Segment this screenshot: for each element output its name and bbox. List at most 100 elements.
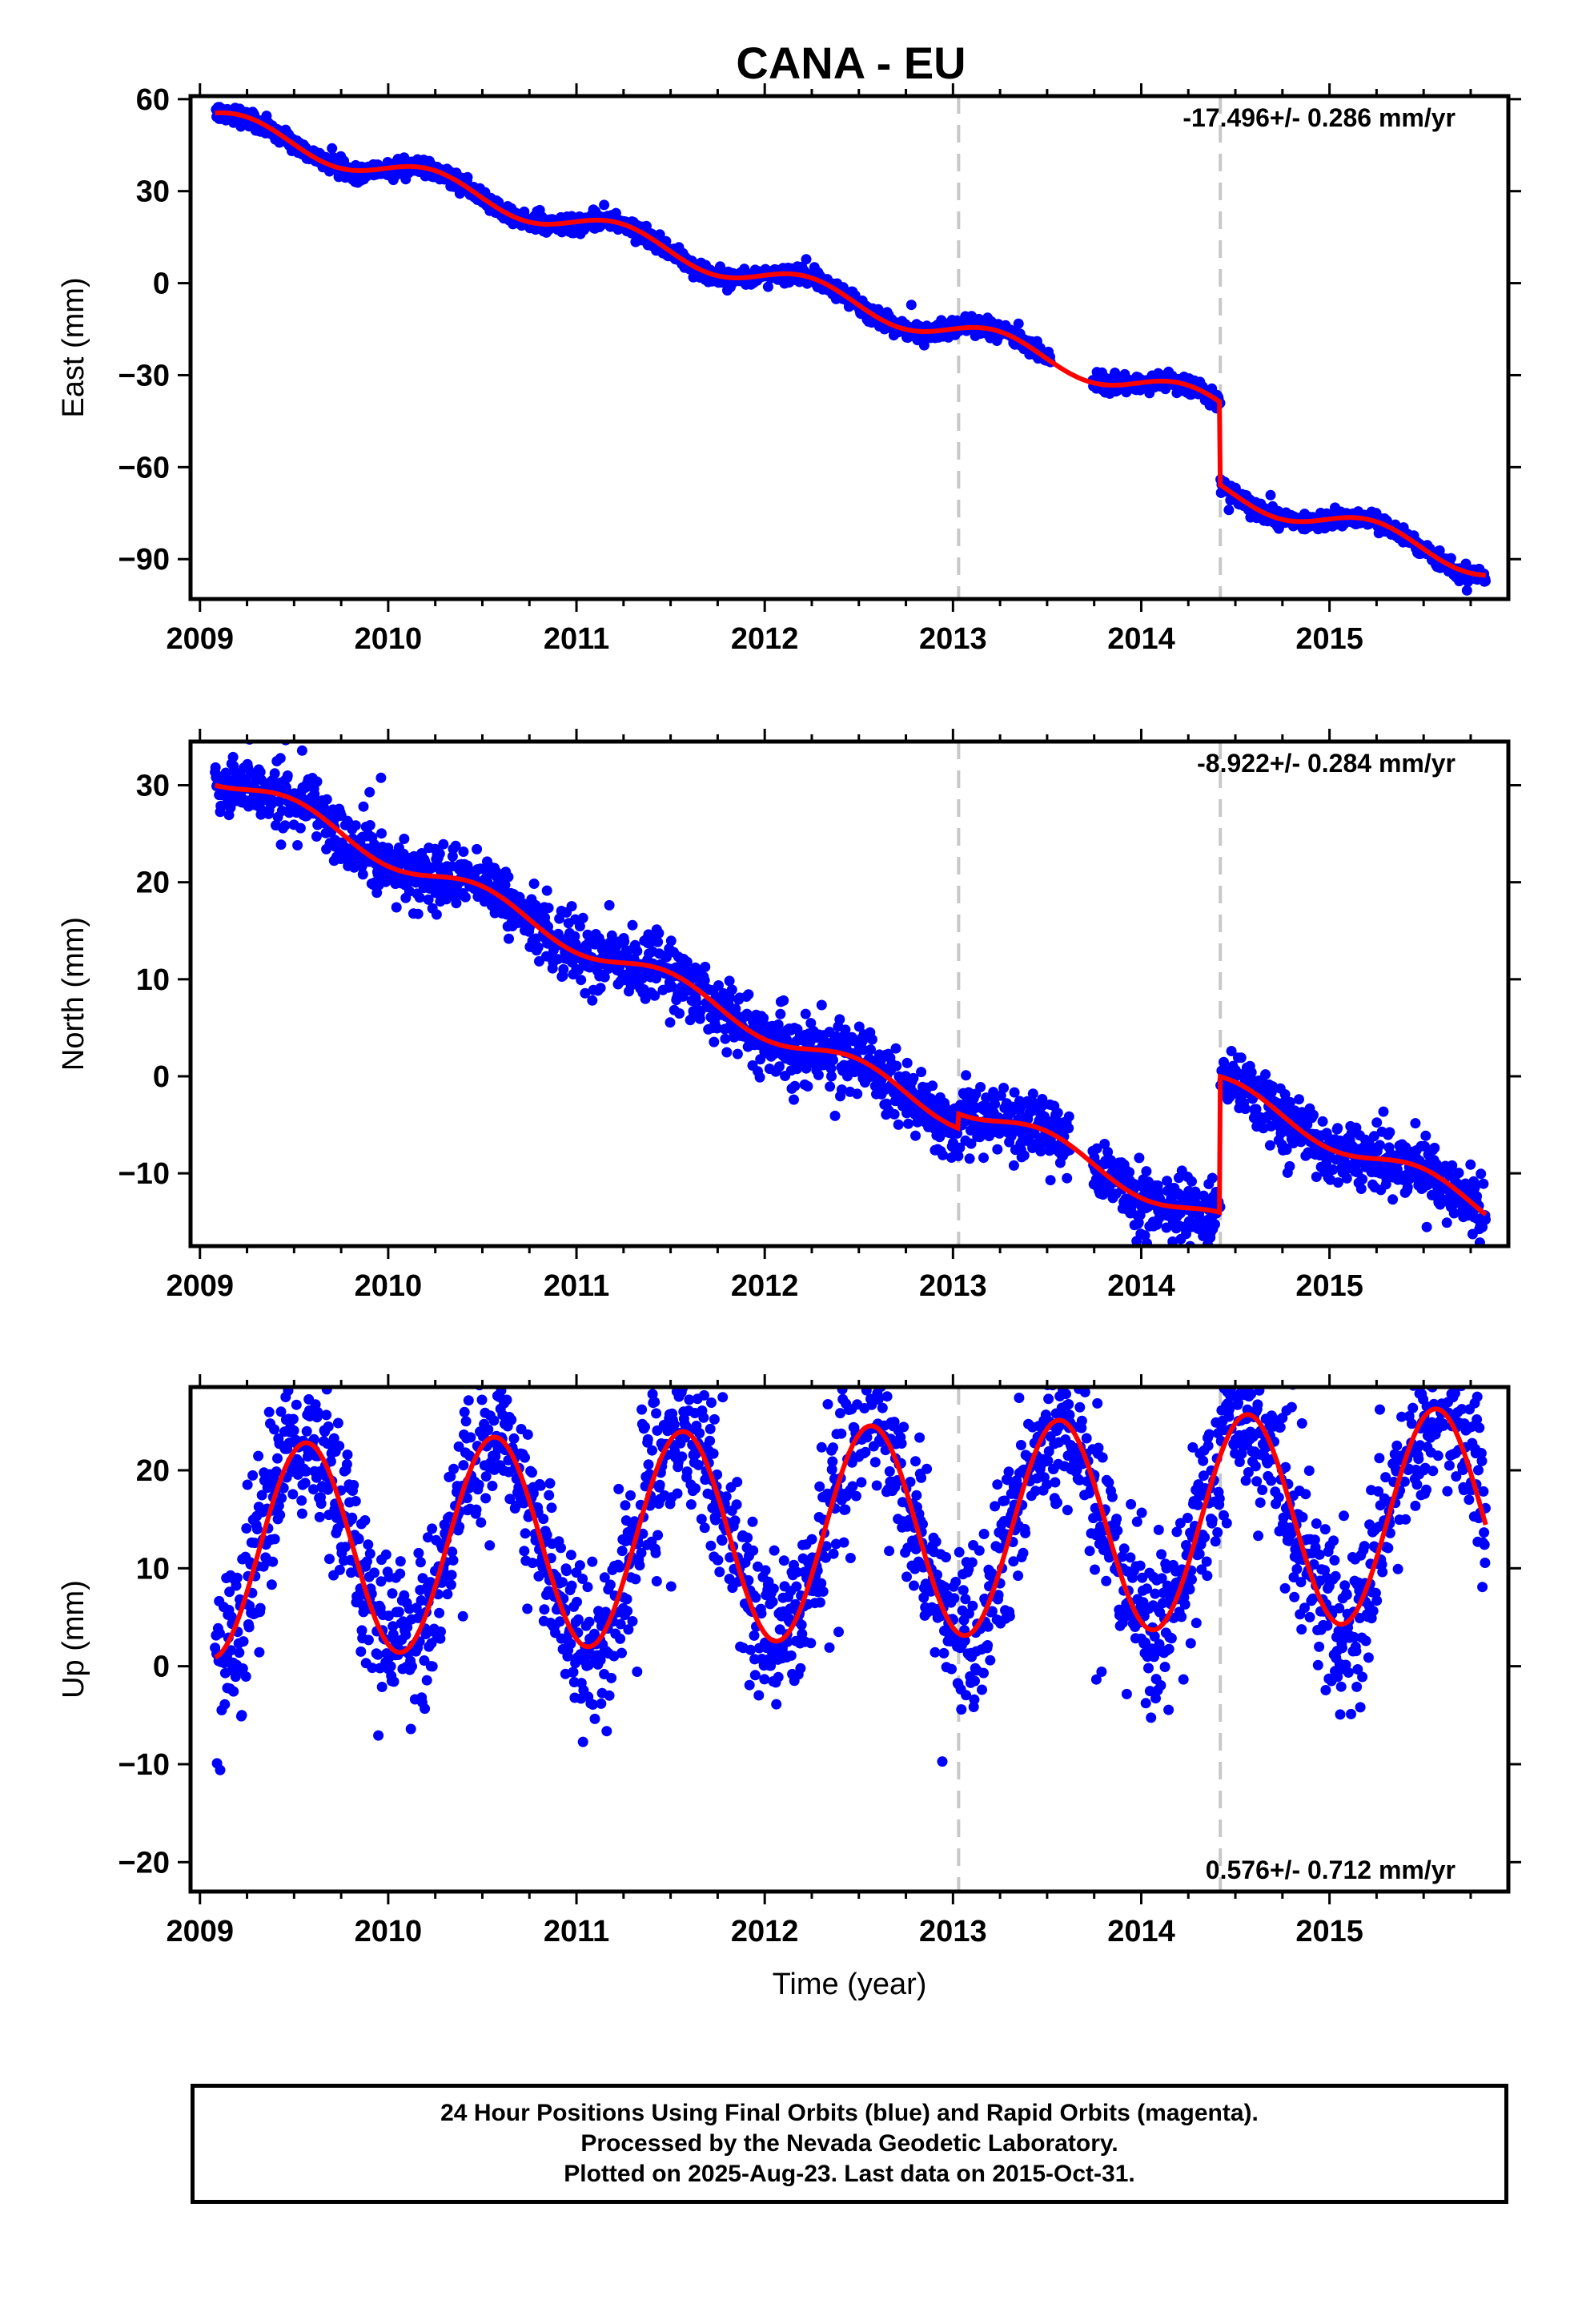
data-point <box>488 1367 499 1377</box>
data-point <box>472 843 483 854</box>
data-point <box>576 975 587 986</box>
data-point <box>348 1480 359 1490</box>
data-point <box>323 1484 334 1495</box>
x-tick-label: 2013 <box>919 1269 987 1303</box>
data-point <box>691 997 702 1008</box>
data-point <box>541 885 552 896</box>
data-point <box>632 946 643 957</box>
data-point <box>826 1071 837 1082</box>
data-point <box>453 1441 464 1452</box>
data-point <box>912 1116 923 1128</box>
data-point <box>910 1130 921 1141</box>
data-point <box>1285 1096 1295 1108</box>
data-point <box>1035 1146 1046 1157</box>
data-point <box>462 171 473 183</box>
data-point <box>1281 1144 1292 1156</box>
data-point <box>247 1470 259 1481</box>
x-tick-label: 2011 <box>544 622 609 656</box>
data-point <box>721 1047 733 1058</box>
plot-frame <box>188 94 1511 601</box>
data-point <box>694 1013 705 1024</box>
data-point <box>395 1556 406 1567</box>
data-point <box>527 1558 538 1569</box>
data-point <box>1226 1046 1237 1056</box>
data-point <box>483 1424 494 1435</box>
data-point <box>599 199 610 211</box>
data-point <box>1018 1150 1030 1161</box>
data-point <box>720 1033 731 1044</box>
data-point <box>1091 1143 1102 1154</box>
data-point <box>1441 1217 1452 1228</box>
data-point <box>312 1406 323 1417</box>
data-point <box>225 802 236 814</box>
data-point <box>308 1484 319 1495</box>
data-point <box>1447 1160 1458 1171</box>
data-point <box>506 1414 517 1425</box>
data-point <box>709 1036 720 1047</box>
data-point <box>1402 1182 1413 1193</box>
data-point <box>375 772 387 783</box>
data-point <box>667 981 678 992</box>
y-tick-label: 30 <box>136 175 170 209</box>
data-point <box>725 992 736 1003</box>
data-point <box>778 995 789 1006</box>
data-point <box>998 1083 1010 1093</box>
data-point <box>773 1019 784 1030</box>
data-point <box>1102 1147 1114 1157</box>
data-point <box>1134 1209 1146 1220</box>
x-tick-label: 2012 <box>731 1269 799 1303</box>
data-point <box>299 1364 309 1374</box>
data-point <box>1141 1166 1152 1177</box>
x-tick-label: 2014 <box>1107 622 1175 656</box>
data-point <box>1327 1164 1339 1175</box>
data-point <box>1434 545 1445 556</box>
data-point <box>446 1570 457 1581</box>
data-point <box>480 1493 492 1504</box>
data-point <box>908 1072 919 1084</box>
data-point <box>546 1502 557 1514</box>
data-point <box>802 1081 813 1092</box>
data-point <box>364 1548 375 1559</box>
data-point <box>423 894 434 905</box>
data-point <box>1045 1175 1056 1186</box>
data-point <box>1368 1131 1379 1142</box>
y-tick-label: 60 <box>136 83 170 117</box>
data-point <box>380 1549 391 1560</box>
data-point <box>480 1471 492 1482</box>
data-point <box>266 1579 277 1590</box>
data-point <box>271 1466 282 1478</box>
data-point <box>350 1496 361 1506</box>
data-point <box>713 980 724 991</box>
data-point <box>538 1514 549 1525</box>
data-point <box>369 1567 379 1578</box>
data-point <box>532 942 544 953</box>
data-point <box>953 1151 964 1161</box>
data-point <box>665 1017 676 1028</box>
data-point <box>541 1530 552 1541</box>
data-point <box>1219 1056 1229 1068</box>
x-tick-label: 2015 <box>1295 622 1363 656</box>
data-point <box>314 1511 325 1522</box>
data-point <box>427 1523 438 1534</box>
data-point <box>413 1547 424 1558</box>
data-point <box>346 1567 356 1578</box>
data-point <box>253 1450 264 1462</box>
data-point <box>520 1528 531 1539</box>
data-point <box>539 1604 550 1615</box>
data-point <box>653 927 665 939</box>
data-point <box>460 1416 472 1427</box>
data-point <box>1421 1221 1432 1232</box>
data-point <box>1052 1108 1063 1119</box>
data-point <box>427 1661 438 1672</box>
data-point <box>324 1554 335 1565</box>
data-point <box>1186 1176 1197 1187</box>
data-point <box>774 1061 785 1072</box>
data-point <box>1246 1067 1257 1078</box>
data-point <box>1387 1194 1399 1205</box>
data-point <box>279 820 291 831</box>
data-point <box>732 1048 743 1059</box>
data-point <box>450 840 461 851</box>
data-point <box>961 1070 972 1081</box>
x-tick-label: 2011 <box>544 1269 609 1303</box>
